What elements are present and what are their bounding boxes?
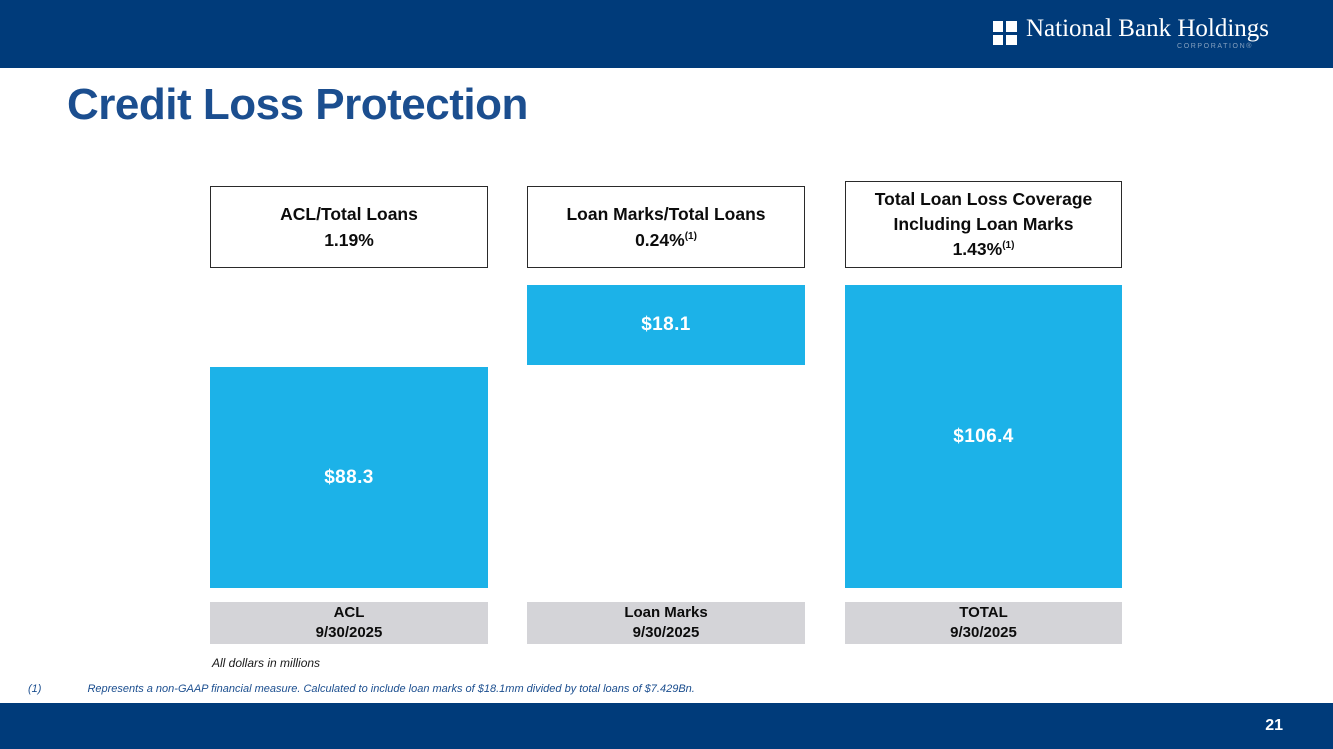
category-name: TOTAL xyxy=(959,603,1008,621)
category-name: Loan Marks xyxy=(624,603,708,621)
footnote-text: Represents a non-GAAP financial measure.… xyxy=(87,683,695,695)
metric-box-acl-total-loans: ACL/Total Loans 1.19% xyxy=(210,186,488,268)
metric-title-line2: Including Loan Marks xyxy=(893,214,1074,235)
metric-title: Total Loan Loss Coverage xyxy=(874,189,1093,210)
metric-value-line: 0.24%(1) xyxy=(635,227,697,253)
bar-loan-marks: $18.1 xyxy=(527,285,805,365)
metric-value: 1.43% xyxy=(952,238,1003,259)
category-date: 9/30/2025 xyxy=(315,624,383,641)
bar-acl: $88.3 xyxy=(210,367,488,588)
category-date: 9/30/2025 xyxy=(632,624,700,641)
units-note: All dollars in millions xyxy=(212,656,321,670)
metric-box-total-loan-loss-coverage: Total Loan Loss Coverage Including Loan … xyxy=(845,181,1122,268)
slide-title: Credit Loss Protection xyxy=(67,80,528,129)
category-date: 9/30/2025 xyxy=(950,624,1017,641)
bar-value-label-acl: $88.3 xyxy=(324,466,374,488)
metric-value: 0.24% xyxy=(635,230,685,250)
metric-title: Loan Marks/Total Loans xyxy=(566,203,766,224)
bar-total: $106.4 xyxy=(845,285,1122,588)
bottom-footer-bar: 21 xyxy=(0,703,1333,749)
metric-footnote-ref: (1) xyxy=(1002,240,1015,252)
top-header-bar: National Bank Holdings CORPORATION® xyxy=(0,0,1333,68)
bar-value-label-total: $106.4 xyxy=(953,425,1014,447)
category-label-loan-marks: Loan Marks 9/30/2025 xyxy=(527,602,805,644)
category-label-total: TOTAL 9/30/2025 xyxy=(845,602,1122,644)
category-label-acl: ACL 9/30/2025 xyxy=(210,602,488,644)
company-logo: National Bank Holdings CORPORATION® xyxy=(992,15,1269,50)
bar-value-label-loan-marks: $18.1 xyxy=(641,314,691,335)
category-name: ACL xyxy=(333,603,365,621)
logo-text: National Bank Holdings CORPORATION® xyxy=(1026,15,1269,50)
metric-value-line: 1.19% xyxy=(324,227,374,253)
footnote: (1) Represents a non-GAAP financial measu… xyxy=(28,683,695,695)
page-number: 21 xyxy=(1265,717,1283,734)
metric-value: 1.19% xyxy=(324,230,374,250)
metric-box-loan-marks-total-loans: Loan Marks/Total Loans 0.24%(1) xyxy=(527,186,805,268)
logo-grid-icon xyxy=(992,21,1017,45)
metric-title: ACL/Total Loans xyxy=(280,203,418,224)
metric-value-line: 1.43%(1) xyxy=(953,237,1015,262)
footnote-marker: (1) xyxy=(28,683,42,695)
logo-company-name: National Bank Holdings xyxy=(1025,15,1269,42)
metric-footnote-ref: (1) xyxy=(684,231,697,243)
logo-corporation-label: CORPORATION® xyxy=(1177,42,1253,50)
